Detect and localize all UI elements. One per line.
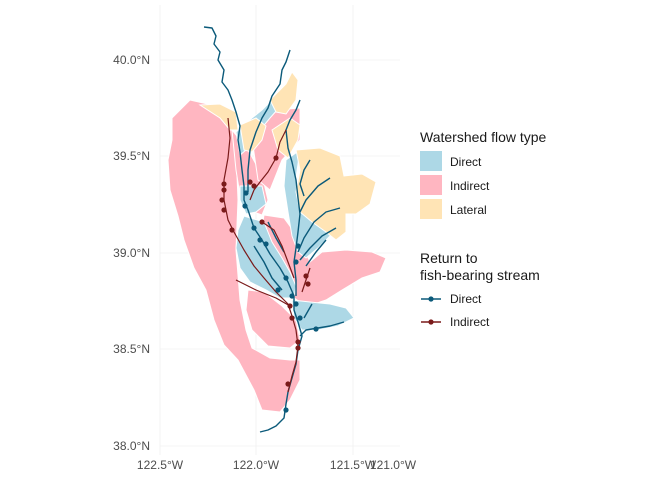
direct-stream <box>297 207 341 253</box>
direct-stream <box>303 303 313 319</box>
indirect-point <box>289 315 295 321</box>
direct-watershed <box>291 299 355 331</box>
x-tick-label: 122.0°W <box>233 458 280 472</box>
x-tick-label: 122.5°W <box>137 458 184 472</box>
indirect-point <box>295 345 301 351</box>
lateral-watersheds <box>198 71 377 241</box>
y-axis: 40.0°N 39.5°N 39.0°N 38.5°N 38.0°N <box>113 53 150 453</box>
legend-flow-type: Watershed flow type Direct Indirect Late… <box>420 129 547 219</box>
x-tick-label: 121.5°W <box>330 458 377 472</box>
indirect-point <box>285 381 291 387</box>
x-axis: 122.5°W 122.0°W 121.5°W 121.0°W <box>137 458 417 472</box>
legend-label-direct: Direct <box>450 155 482 169</box>
indirect-stream <box>249 129 287 201</box>
indirect-point <box>221 187 227 193</box>
indirect-point <box>221 207 227 213</box>
direct-point <box>275 287 281 293</box>
direct-stream <box>299 159 311 197</box>
legend-return-title-line2: fish-bearing stream <box>420 267 540 283</box>
direct-point <box>297 315 303 321</box>
direct-watershed <box>235 215 297 299</box>
direct-stream <box>247 49 291 192</box>
indirect-point <box>295 339 301 345</box>
direct-point <box>257 237 263 243</box>
indirect-point <box>229 227 235 233</box>
indirect-point <box>273 155 279 161</box>
indirect-watershed <box>167 99 301 413</box>
y-tick-label: 39.5°N <box>113 149 150 163</box>
indirect-point <box>287 303 293 309</box>
legend-return-title-line1: Return to <box>420 250 478 266</box>
direct-point <box>263 241 269 247</box>
direct-point <box>242 203 248 209</box>
direct-stream <box>299 227 337 261</box>
direct-point <box>289 293 295 299</box>
lateral-watershed <box>269 71 299 115</box>
direct-stream <box>299 177 331 213</box>
legend-label-return-direct: Direct <box>450 292 482 306</box>
legend-swatch-lateral <box>420 199 442 219</box>
indirect-points <box>219 155 311 387</box>
direct-point <box>313 326 319 332</box>
direct-points <box>242 190 319 413</box>
indirect-stream <box>261 221 295 279</box>
indirect-stream <box>301 267 311 293</box>
direct-point <box>283 275 289 281</box>
y-tick-label: 38.5°N <box>113 342 150 356</box>
legend-label-lateral: Lateral <box>450 203 487 217</box>
direct-point <box>295 243 301 249</box>
indirect-point <box>247 179 253 185</box>
indirect-stream <box>235 279 291 307</box>
legend-label-return-indirect: Indirect <box>450 315 490 329</box>
indirect-point <box>259 219 265 225</box>
y-tick-label: 39.0°N <box>113 246 150 260</box>
y-tick-label: 40.0°N <box>113 53 150 67</box>
lateral-watershed <box>239 117 267 153</box>
indirect-point <box>251 183 257 189</box>
legend-return: Return to fish-bearing stream Direct Ind… <box>420 250 540 329</box>
indirect-point <box>219 197 225 203</box>
legend-point-direct <box>428 296 434 302</box>
direct-watersheds <box>235 78 355 331</box>
legend-label-indirect: Indirect <box>450 179 490 193</box>
legend-flow-type-title: Watershed flow type <box>420 129 547 145</box>
direct-point <box>243 190 249 196</box>
direct-point <box>251 225 257 231</box>
x-tick-label: 121.0°W <box>370 458 417 472</box>
direct-stream <box>305 239 327 267</box>
legend-swatch-indirect <box>420 175 442 195</box>
direct-stream <box>253 245 283 291</box>
indirect-watershed <box>245 289 301 349</box>
legend-swatch-direct <box>420 151 442 171</box>
legend-point-indirect <box>428 319 434 325</box>
direct-point <box>293 301 299 307</box>
indirect-point <box>221 181 227 187</box>
direct-stream <box>285 99 301 296</box>
direct-point <box>293 259 299 265</box>
indirect-point <box>305 281 311 287</box>
y-tick-label: 38.0°N <box>113 439 150 453</box>
indirect-point <box>303 273 309 279</box>
direct-point <box>283 407 289 413</box>
